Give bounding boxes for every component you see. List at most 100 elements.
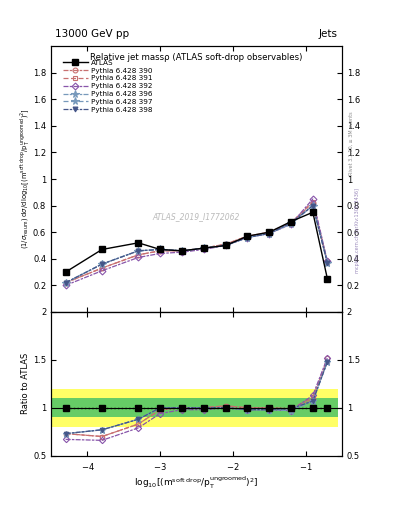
ATLAS: [289, 219, 294, 225]
Pythia 6.428 397: [136, 248, 141, 254]
Text: Jets: Jets: [319, 29, 338, 39]
Pythia 6.428 397: [310, 203, 315, 209]
Pythia 6.428 396: [202, 245, 206, 251]
Pythia 6.428 390: [180, 248, 184, 254]
Pythia 6.428 396: [136, 248, 141, 254]
ATLAS: [267, 229, 272, 236]
ATLAS: [136, 240, 141, 246]
Pythia 6.428 392: [136, 254, 141, 261]
Pythia 6.428 398: [310, 203, 315, 209]
Pythia 6.428 398: [245, 234, 250, 241]
Pythia 6.428 397: [100, 261, 105, 267]
ATLAS: [202, 245, 206, 251]
Pythia 6.428 391: [325, 260, 330, 266]
Pythia 6.428 390: [63, 280, 68, 286]
Pythia 6.428 390: [158, 248, 163, 254]
Pythia 6.428 390: [325, 259, 330, 265]
Text: ATLAS_2019_I1772062: ATLAS_2019_I1772062: [153, 212, 240, 221]
Pythia 6.428 398: [202, 245, 206, 251]
Pythia 6.428 396: [310, 203, 315, 209]
Pythia 6.428 396: [180, 248, 184, 254]
Pythia 6.428 396: [63, 280, 68, 286]
Pythia 6.428 398: [289, 220, 294, 226]
Pythia 6.428 392: [289, 221, 294, 227]
Line: Pythia 6.428 391: Pythia 6.428 391: [63, 199, 330, 285]
Pythia 6.428 397: [289, 220, 294, 226]
ATLAS: [100, 246, 105, 252]
Pythia 6.428 396: [325, 260, 330, 266]
Y-axis label: Ratio to ATLAS: Ratio to ATLAS: [21, 353, 30, 414]
Pythia 6.428 392: [310, 196, 315, 202]
ATLAS: [158, 246, 163, 252]
ATLAS: [223, 242, 228, 248]
Pythia 6.428 398: [180, 248, 184, 254]
Pythia 6.428 392: [158, 250, 163, 257]
Pythia 6.428 398: [223, 242, 228, 248]
Text: mcplots.cern.ch [arXiv:1306.3436]: mcplots.cern.ch [arXiv:1306.3436]: [355, 188, 360, 273]
Pythia 6.428 390: [136, 252, 141, 258]
Pythia 6.428 397: [63, 280, 68, 286]
Pythia 6.428 397: [325, 260, 330, 266]
Pythia 6.428 396: [158, 246, 163, 252]
Pythia 6.428 397: [267, 230, 272, 237]
ATLAS: [325, 275, 330, 282]
Pythia 6.428 390: [310, 200, 315, 206]
Text: Relative jet massρ (ATLAS soft-drop observables): Relative jet massρ (ATLAS soft-drop obse…: [90, 53, 303, 62]
Pythia 6.428 392: [223, 242, 228, 248]
Pythia 6.428 398: [267, 230, 272, 237]
Text: Rivet 3.1.10, ≥ 3M events: Rivet 3.1.10, ≥ 3M events: [349, 112, 354, 175]
Pythia 6.428 391: [310, 199, 315, 205]
Pythia 6.428 390: [245, 233, 250, 239]
ATLAS: [310, 209, 315, 216]
Pythia 6.428 397: [158, 246, 163, 252]
Pythia 6.428 391: [158, 248, 163, 254]
Y-axis label: $(1/\sigma_\mathrm{resum})$ d$\sigma$/d$\,$log$_{10}$[(m$^{\rm soft\ drop}$/p$_\: $(1/\sigma_\mathrm{resum})$ d$\sigma$/d$…: [18, 109, 31, 249]
Pythia 6.428 390: [267, 229, 272, 236]
Pythia 6.428 396: [223, 242, 228, 248]
ATLAS: [180, 248, 184, 254]
Pythia 6.428 390: [100, 265, 105, 271]
Line: Pythia 6.428 397: Pythia 6.428 397: [62, 202, 331, 287]
Pythia 6.428 391: [267, 229, 272, 236]
Pythia 6.428 398: [63, 280, 68, 286]
Pythia 6.428 397: [245, 234, 250, 241]
Pythia 6.428 391: [100, 265, 105, 271]
Line: ATLAS: ATLAS: [62, 209, 331, 282]
Pythia 6.428 390: [223, 241, 228, 247]
Line: Pythia 6.428 396: Pythia 6.428 396: [62, 202, 331, 287]
Pythia 6.428 390: [202, 245, 206, 251]
Line: Pythia 6.428 398: Pythia 6.428 398: [63, 203, 330, 285]
Pythia 6.428 396: [245, 234, 250, 241]
X-axis label: log$_{10}$[(m$^{\rm soft\ drop}$/p$_\mathrm{T}^{\rm ungroomed}$)$^2$]: log$_{10}$[(m$^{\rm soft\ drop}$/p$_\mat…: [134, 474, 259, 490]
Pythia 6.428 398: [158, 246, 163, 252]
Pythia 6.428 392: [100, 268, 105, 274]
Pythia 6.428 391: [289, 220, 294, 226]
Pythia 6.428 392: [202, 246, 206, 252]
Line: Pythia 6.428 392: Pythia 6.428 392: [63, 197, 330, 288]
Pythia 6.428 391: [180, 248, 184, 254]
Pythia 6.428 396: [100, 261, 105, 267]
Pythia 6.428 396: [267, 230, 272, 237]
Pythia 6.428 398: [100, 261, 105, 267]
Pythia 6.428 391: [223, 241, 228, 247]
Pythia 6.428 398: [136, 248, 141, 254]
Pythia 6.428 392: [180, 249, 184, 255]
Pythia 6.428 397: [202, 245, 206, 251]
Text: 13000 GeV pp: 13000 GeV pp: [55, 29, 129, 39]
Legend: ATLAS, Pythia 6.428 390, Pythia 6.428 391, Pythia 6.428 392, Pythia 6.428 396, P: ATLAS, Pythia 6.428 390, Pythia 6.428 39…: [60, 57, 155, 116]
Pythia 6.428 392: [245, 234, 250, 241]
ATLAS: [63, 269, 68, 275]
ATLAS: [245, 233, 250, 239]
Pythia 6.428 397: [223, 242, 228, 248]
Pythia 6.428 392: [325, 259, 330, 265]
Pythia 6.428 392: [267, 230, 272, 237]
Line: Pythia 6.428 390: Pythia 6.428 390: [63, 201, 330, 285]
Pythia 6.428 396: [289, 221, 294, 227]
Pythia 6.428 390: [289, 220, 294, 226]
Pythia 6.428 397: [180, 248, 184, 254]
Pythia 6.428 391: [202, 245, 206, 251]
Pythia 6.428 391: [245, 233, 250, 239]
Pythia 6.428 391: [136, 252, 141, 258]
Pythia 6.428 392: [63, 282, 68, 288]
Pythia 6.428 391: [63, 280, 68, 286]
